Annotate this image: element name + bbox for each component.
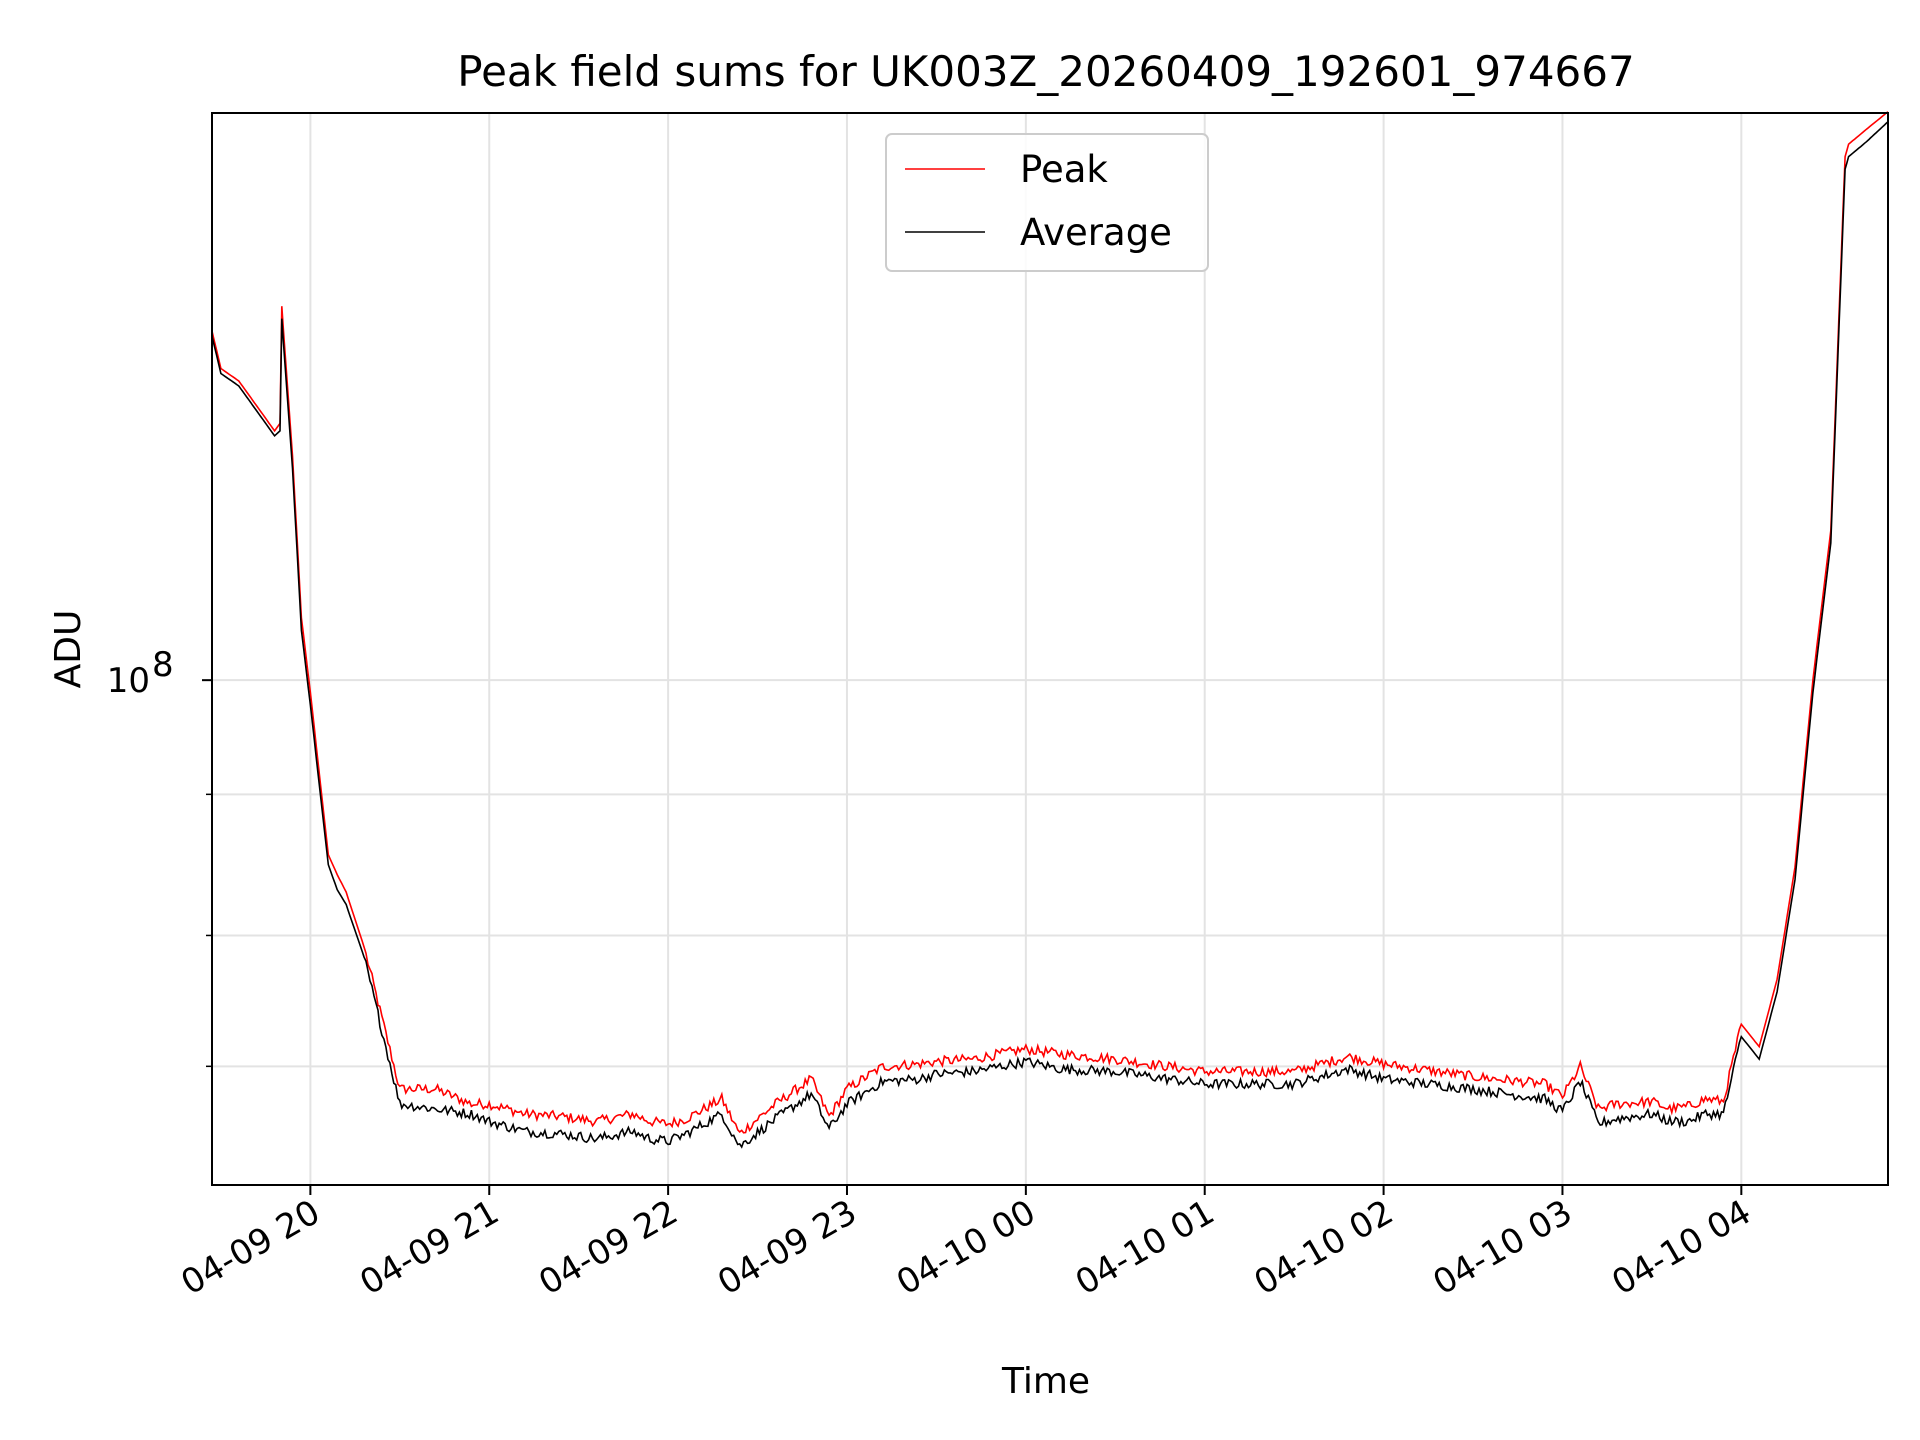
y-tick-label-exponent: 8 [152,645,174,685]
y-axis-label: ADU [48,610,89,689]
y-tick-label: 10 [107,661,150,701]
series-layer [211,111,1889,1149]
series-line-average [211,121,1889,1149]
legend-label-average: Average [1020,211,1172,254]
series-line-peak [211,111,1889,1134]
legend: Peak Average [885,133,1209,272]
chart-title: Peak field sums for UK003Z_20260409_1926… [457,47,1634,96]
legend-label-peak: Peak [1020,148,1108,191]
plot-frame [211,112,1889,1186]
x-axis-label: Time [1001,1361,1090,1402]
